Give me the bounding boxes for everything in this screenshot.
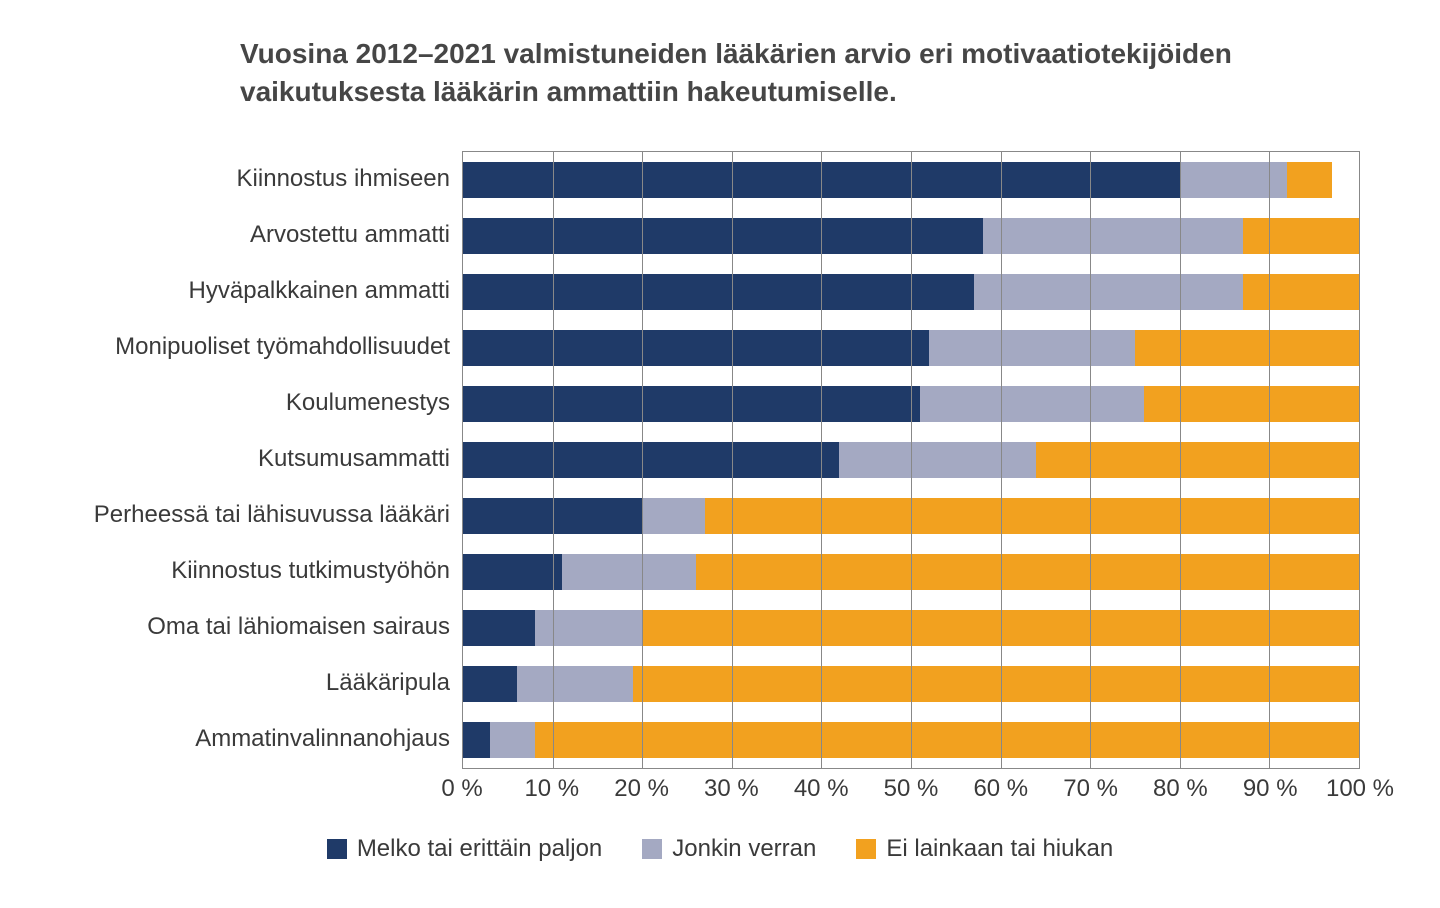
bar-segment-little: [1287, 162, 1332, 198]
x-tick-label: 40 %: [794, 775, 849, 803]
y-axis-labels: Kiinnostus ihmiseenArvostettu ammattiHyv…: [80, 151, 462, 815]
legend-swatch: [856, 839, 876, 859]
bar-segment-little: [1243, 274, 1359, 310]
bar-row: [463, 488, 1359, 544]
bar-track: [463, 610, 1359, 646]
bar-segment-little: [1036, 442, 1359, 478]
bar-segment-a_lot: [463, 330, 929, 366]
bar-track: [463, 330, 1359, 366]
bar-track: [463, 722, 1359, 758]
x-tick-label: 30 %: [704, 775, 759, 803]
y-axis-label: Lääkäripula: [326, 655, 450, 711]
y-axis-label: Ammatinvalinnanohjaus: [195, 711, 450, 767]
bar-track: [463, 162, 1359, 198]
y-axis-label: Koulumenestys: [286, 375, 450, 431]
bar-segment-some: [920, 386, 1144, 422]
chart-container: Vuosina 2012–2021 valmistuneiden lääkäri…: [0, 0, 1440, 908]
y-axis-label: Kutsumusammatti: [258, 431, 450, 487]
bar-segment-a_lot: [463, 722, 490, 758]
bar-row: [463, 320, 1359, 376]
bar-segment-a_lot: [463, 386, 920, 422]
bar-track: [463, 666, 1359, 702]
legend-item: Jonkin verran: [642, 835, 816, 863]
bar-segment-some: [535, 610, 643, 646]
bar-segment-some: [490, 722, 535, 758]
bar-segment-little: [696, 554, 1359, 590]
x-tick-label: 0 %: [441, 775, 482, 803]
x-tick-label: 50 %: [884, 775, 939, 803]
bar-segment-some: [983, 218, 1243, 254]
bar-row: [463, 376, 1359, 432]
bars-column: 0 %10 %20 %30 %40 %50 %60 %70 %80 %90 %1…: [462, 151, 1360, 815]
bar-segment-little: [705, 498, 1359, 534]
bar-track: [463, 274, 1359, 310]
bar-segment-little: [535, 722, 1359, 758]
y-axis-label: Oma tai lähiomaisen sairaus: [147, 599, 450, 655]
bar-row: [463, 264, 1359, 320]
bar-segment-some: [929, 330, 1135, 366]
chart-title: Vuosina 2012–2021 valmistuneiden lääkäri…: [240, 35, 1260, 111]
bar-segment-a_lot: [463, 610, 535, 646]
legend-label: Melko tai erittäin paljon: [357, 835, 602, 863]
bar-row: [463, 544, 1359, 600]
x-tick-label: 100 %: [1326, 775, 1394, 803]
x-tick-label: 70 %: [1063, 775, 1118, 803]
bar-segment-little: [1243, 218, 1359, 254]
bar-segment-little: [633, 666, 1359, 702]
bar-row: [463, 600, 1359, 656]
bar-segment-a_lot: [463, 442, 839, 478]
x-axis: 0 %10 %20 %30 %40 %50 %60 %70 %80 %90 %1…: [462, 775, 1360, 815]
y-axis-label: Kiinnostus tutkimustyöhön: [171, 543, 450, 599]
bar-segment-a_lot: [463, 498, 642, 534]
bar-segment-some: [517, 666, 633, 702]
legend: Melko tai erittäin paljon Jonkin verran Ei…: [80, 835, 1360, 863]
bar-row: [463, 712, 1359, 768]
bar-track: [463, 554, 1359, 590]
legend-label: Jonkin verran: [672, 835, 816, 863]
bar-segment-some: [642, 498, 705, 534]
bars-inner: [462, 151, 1360, 769]
bar-segment-some: [974, 274, 1243, 310]
x-tick-label: 60 %: [973, 775, 1028, 803]
bar-segment-a_lot: [463, 554, 562, 590]
bar-segment-a_lot: [463, 218, 983, 254]
x-tick-label: 10 %: [524, 775, 579, 803]
legend-swatch: [642, 839, 662, 859]
y-axis-label: Hyväpalkkainen ammatti: [189, 263, 450, 319]
x-tick-label: 20 %: [614, 775, 669, 803]
y-axis-label: Kiinnostus ihmiseen: [237, 151, 450, 207]
bar-row: [463, 432, 1359, 488]
plot-area: Kiinnostus ihmiseenArvostettu ammattiHyv…: [80, 151, 1360, 815]
bar-segment-some: [562, 554, 696, 590]
bar-segment-little: [1144, 386, 1359, 422]
y-axis-label: Arvostettu ammatti: [250, 207, 450, 263]
bar-segment-little: [1135, 330, 1359, 366]
bar-segment-a_lot: [463, 162, 1180, 198]
x-tick-label: 80 %: [1153, 775, 1208, 803]
bar-track: [463, 442, 1359, 478]
legend-item: Melko tai erittäin paljon: [327, 835, 602, 863]
bar-segment-a_lot: [463, 666, 517, 702]
legend-label: Ei lainkaan tai hiukan: [886, 835, 1113, 863]
bar-segment-little: [642, 610, 1359, 646]
bar-segment-a_lot: [463, 274, 974, 310]
bar-track: [463, 218, 1359, 254]
x-tick-label: 90 %: [1243, 775, 1298, 803]
bar-segment-some: [1180, 162, 1288, 198]
y-axis-label: Perheessä tai lähisuvussa lääkäri: [94, 487, 450, 543]
legend-item: Ei lainkaan tai hiukan: [856, 835, 1113, 863]
bar-row: [463, 656, 1359, 712]
bar-row: [463, 208, 1359, 264]
bar-track: [463, 498, 1359, 534]
bar-track: [463, 386, 1359, 422]
bar-segment-some: [839, 442, 1036, 478]
bar-row: [463, 152, 1359, 208]
y-axis-label: Monipuoliset työmahdollisuudet: [115, 319, 450, 375]
legend-swatch: [327, 839, 347, 859]
